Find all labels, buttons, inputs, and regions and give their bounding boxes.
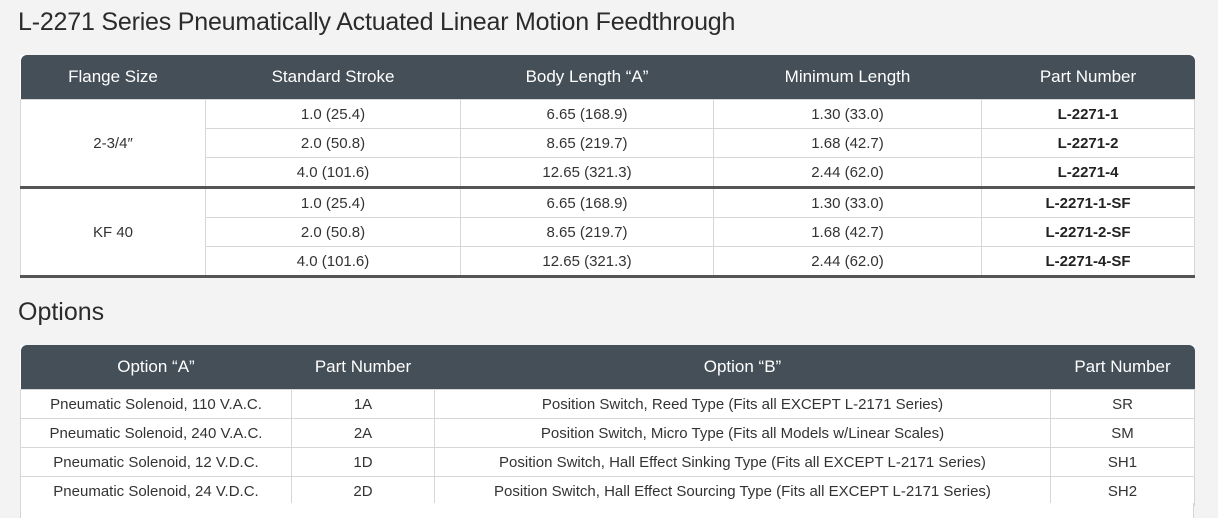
body-length-cell: 6.65 (168.9) bbox=[460, 187, 714, 218]
option-a-cell: Pneumatic Solenoid, 12 V.D.C. bbox=[20, 447, 292, 477]
option-b-cell: Position Switch, Hall Effect Sinking Typ… bbox=[434, 447, 1051, 477]
part-number-cell: L-2271-2-SF bbox=[981, 217, 1195, 247]
option-b-cell: Position Switch, Reed Type (Fits all EXC… bbox=[434, 389, 1051, 419]
option-a-part-cell: 2A bbox=[291, 418, 435, 448]
option-b-part-cell: SH2 bbox=[1050, 476, 1195, 506]
option-a-cell: Pneumatic Solenoid, 240 V.A.C. bbox=[20, 418, 292, 448]
flange-cell: KF 40 bbox=[20, 187, 206, 278]
flange-cell: 2-3/4″ bbox=[20, 99, 206, 189]
stroke-cell: 1.0 (25.4) bbox=[205, 187, 461, 218]
header-option-a-part-number: Part Number bbox=[291, 345, 435, 390]
page-title: L-2271 Series Pneumatically Actuated Lin… bbox=[18, 8, 736, 36]
header-option-b: Option “B” bbox=[434, 345, 1051, 390]
body-length-cell: 12.65 (321.3) bbox=[460, 157, 714, 189]
header-body-length: Body Length “A” bbox=[460, 55, 714, 100]
header-part-number: Part Number bbox=[981, 55, 1195, 100]
options-header-row: Option “A” Part Number Option “B” Part N… bbox=[20, 345, 1195, 390]
stroke-cell: 4.0 (101.6) bbox=[205, 157, 461, 189]
min-length-cell: 2.44 (62.0) bbox=[713, 157, 982, 189]
table-row: 4.0 (101.6) 12.65 (321.3) 2.44 (62.0) L-… bbox=[21, 246, 1195, 278]
stroke-cell: 1.0 (25.4) bbox=[205, 99, 461, 129]
part-number-cell: L-2271-1-SF bbox=[981, 187, 1195, 218]
spec-table: Flange Size Standard Stroke Body Length … bbox=[20, 55, 1195, 278]
stroke-cell: 2.0 (50.8) bbox=[205, 128, 461, 158]
min-length-cell: 2.44 (62.0) bbox=[713, 246, 982, 278]
part-number-cell: L-2271-2 bbox=[981, 128, 1195, 158]
table-row: 2-3/4″ 1.0 (25.4) 6.65 (168.9) 1.30 (33.… bbox=[20, 99, 1195, 189]
table-row: KF 40 1.0 (25.4) 6.65 (168.9) 1.30 (33.0… bbox=[20, 187, 1195, 278]
stroke-cell: 4.0 (101.6) bbox=[205, 246, 461, 278]
option-a-part-cell: 1A bbox=[291, 389, 435, 419]
stroke-cell: 2.0 (50.8) bbox=[205, 217, 461, 247]
min-length-cell: 1.68 (42.7) bbox=[713, 128, 982, 158]
spec-header-row: Flange Size Standard Stroke Body Length … bbox=[20, 55, 1195, 100]
header-minimum-length: Minimum Length bbox=[713, 55, 982, 100]
table-row: 2.0 (50.8) 8.65 (219.7) 1.68 (42.7) L-22… bbox=[21, 128, 1195, 158]
option-b-part-cell: SH1 bbox=[1050, 447, 1195, 477]
option-a-part-cell: 2D bbox=[291, 476, 435, 506]
header-option-a: Option “A” bbox=[20, 345, 292, 390]
option-b-part-cell: SR bbox=[1050, 389, 1195, 419]
option-a-cell: Pneumatic Solenoid, 24 V.D.C. bbox=[20, 476, 292, 506]
min-length-cell: 1.68 (42.7) bbox=[713, 217, 982, 247]
body-length-cell: 8.65 (219.7) bbox=[460, 217, 714, 247]
table-row: Pneumatic Solenoid, 240 V.A.C. 2A Positi… bbox=[20, 418, 1195, 448]
part-number-cell: L-2271-1 bbox=[981, 99, 1195, 129]
table-continuation bbox=[20, 503, 1194, 518]
options-title: Options bbox=[18, 298, 105, 326]
min-length-cell: 1.30 (33.0) bbox=[713, 99, 982, 129]
options-table: Option “A” Part Number Option “B” Part N… bbox=[20, 345, 1195, 506]
part-number-cell: L-2271-4-SF bbox=[981, 246, 1195, 278]
part-number-cell: L-2271-4 bbox=[981, 157, 1195, 189]
option-b-cell: Position Switch, Micro Type (Fits all Mo… bbox=[434, 418, 1051, 448]
table-row: Pneumatic Solenoid, 110 V.A.C. 1A Positi… bbox=[20, 389, 1195, 419]
body-length-cell: 6.65 (168.9) bbox=[460, 99, 714, 129]
header-flange-size: Flange Size bbox=[20, 55, 206, 100]
body-length-cell: 8.65 (219.7) bbox=[460, 128, 714, 158]
table-row: Pneumatic Solenoid, 24 V.D.C. 2D Positio… bbox=[20, 476, 1195, 506]
table-row: 2.0 (50.8) 8.65 (219.7) 1.68 (42.7) L-22… bbox=[21, 217, 1195, 247]
table-row: Pneumatic Solenoid, 12 V.D.C. 1D Positio… bbox=[20, 447, 1195, 477]
min-length-cell: 1.30 (33.0) bbox=[713, 187, 982, 218]
option-a-part-cell: 1D bbox=[291, 447, 435, 477]
option-a-cell: Pneumatic Solenoid, 110 V.A.C. bbox=[20, 389, 292, 419]
header-option-b-part-number: Part Number bbox=[1050, 345, 1195, 390]
table-row: 4.0 (101.6) 12.65 (321.3) 2.44 (62.0) L-… bbox=[21, 157, 1195, 189]
option-b-part-cell: SM bbox=[1050, 418, 1195, 448]
option-b-cell: Position Switch, Hall Effect Sourcing Ty… bbox=[434, 476, 1051, 506]
header-standard-stroke: Standard Stroke bbox=[205, 55, 461, 100]
body-length-cell: 12.65 (321.3) bbox=[460, 246, 714, 278]
